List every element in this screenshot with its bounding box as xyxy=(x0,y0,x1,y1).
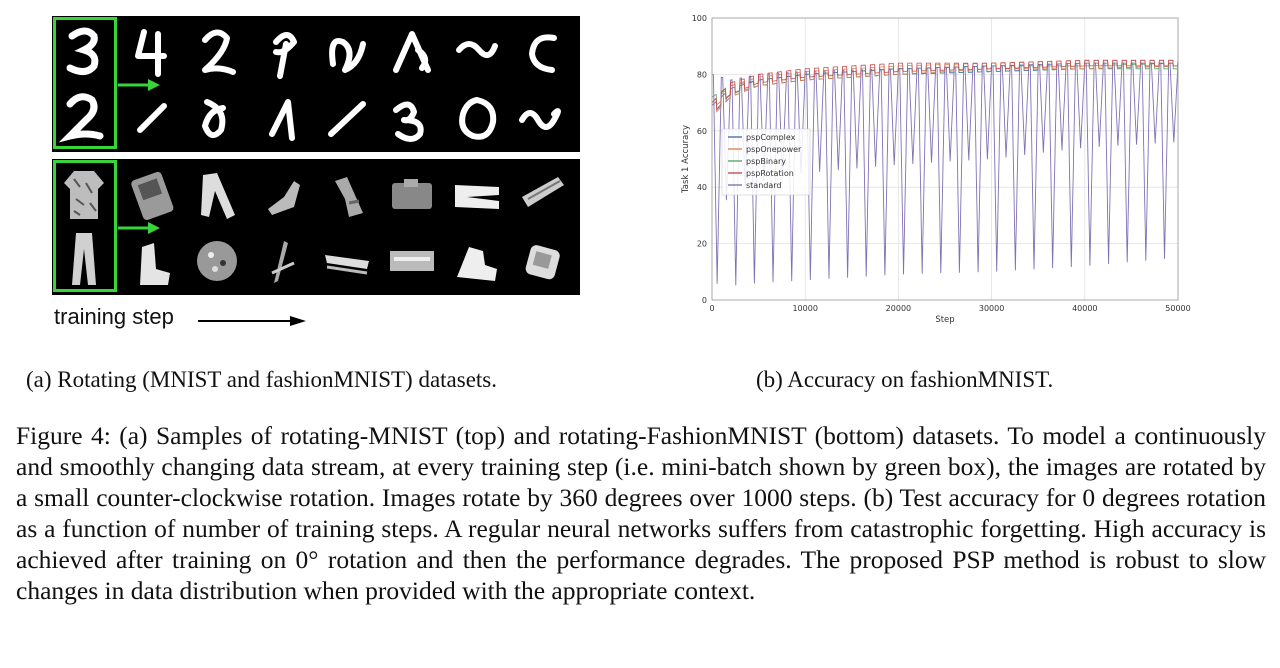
fashion-dress-sample xyxy=(64,171,104,219)
fashion-thumbnail xyxy=(124,167,180,223)
x-axis-label: Step xyxy=(935,315,954,325)
series-line-pspRotation xyxy=(711,59,1179,110)
chart-series xyxy=(711,59,1179,286)
fashion-thumbnail xyxy=(319,233,375,289)
mnist-thumbnail xyxy=(124,24,180,80)
mnist-thumbnail xyxy=(319,90,375,146)
y-tick-label: 100 xyxy=(692,14,707,23)
fashion-rotated-thumbnails xyxy=(118,159,580,295)
chart-legend: pspComplex pspOnepower pspBinary pspRotatio… xyxy=(721,128,811,196)
legend-entry: pspOnepower xyxy=(746,145,802,154)
green-arrow-icon xyxy=(118,79,160,91)
mnist-thumbnail xyxy=(124,90,180,146)
rotating-datasets-panel: training step xyxy=(52,16,580,332)
fashion-thumbnail xyxy=(449,233,505,289)
fashion-thumbnail xyxy=(189,167,245,223)
figure-caption-text: Figure 4: (a) Samples of rotating-MNIST … xyxy=(16,421,1266,605)
x-tick-label: 50000 xyxy=(1165,304,1190,313)
training-step-arrow-icon xyxy=(198,316,306,326)
plot-frame xyxy=(711,17,1179,301)
mnist-digit-sample xyxy=(58,93,104,143)
legend-entry: pspRotation xyxy=(746,169,794,178)
fashion-thumbnail xyxy=(384,233,440,289)
fashion-trousers-sample xyxy=(72,233,96,285)
current-minibatch-box xyxy=(53,17,117,149)
panel-a-caption: (a) Rotating (MNIST and fashionMNIST) da… xyxy=(26,367,497,392)
legend-entry: standard xyxy=(746,181,781,190)
legend-entry: pspBinary xyxy=(746,157,786,166)
mnist-thumbnail xyxy=(449,24,505,80)
mnist-rotated-thumbnails xyxy=(118,16,580,152)
y-tick-label: 20 xyxy=(697,240,707,249)
figure-caption: Figure 4: (a) Samples of rotating-MNIST … xyxy=(16,420,1266,606)
fashion-thumbnail xyxy=(319,167,375,223)
mnist-thumbnail xyxy=(189,24,245,80)
mnist-thumbnail xyxy=(384,90,440,146)
y-tick-label: 60 xyxy=(697,127,707,136)
fashion-thumbnail xyxy=(514,233,570,289)
y-tick-label: 40 xyxy=(697,183,707,192)
x-tick-label: 0 xyxy=(709,304,714,313)
panel-b-caption: (b) Accuracy on fashionMNIST. xyxy=(756,367,1054,392)
mnist-thumbnail xyxy=(514,24,570,80)
x-tick-label: 40000 xyxy=(1072,304,1097,313)
mnist-thumbnail xyxy=(384,24,440,80)
x-tick-label: 20000 xyxy=(886,304,911,313)
fashion-thumbnail xyxy=(189,233,245,289)
mnist-thumbnail xyxy=(449,90,505,146)
fashion-thumbnail xyxy=(254,167,310,223)
legend-entry: pspComplex xyxy=(746,133,796,142)
training-step-label: training step xyxy=(54,304,174,329)
current-minibatch-box xyxy=(53,160,117,292)
rotating-fashionmnist-samples xyxy=(52,159,580,295)
mnist-digit-sample xyxy=(66,27,99,75)
mnist-thumbnail xyxy=(189,90,245,146)
fashion-thumbnail xyxy=(514,167,570,223)
green-arrow-icon xyxy=(118,222,160,234)
accuracy-chart: 0 20 40 60 80 100 0 10000 20000 30000 40000 50000 S… xyxy=(681,14,1191,325)
rotating-mnist-samples xyxy=(52,16,580,152)
fashion-thumbnail xyxy=(449,167,505,223)
fashion-thumbnail xyxy=(124,233,180,289)
y-axis-label: Task 1 Accuracy xyxy=(681,125,691,194)
mnist-thumbnail xyxy=(514,90,570,146)
x-tick-label: 10000 xyxy=(792,304,817,313)
fashion-thumbnail xyxy=(254,233,310,289)
y-tick-label: 0 xyxy=(702,296,707,305)
mnist-thumbnail xyxy=(254,90,310,146)
legend-box xyxy=(721,128,811,196)
mnist-thumbnail xyxy=(319,24,375,80)
fashion-thumbnail xyxy=(384,167,440,223)
y-tick-label: 80 xyxy=(697,70,707,79)
axis-ticks: 0 20 40 60 80 100 0 10000 20000 30000 40000 50000 xyxy=(692,14,1191,313)
x-tick-label: 30000 xyxy=(979,304,1004,313)
mnist-thumbnail xyxy=(254,24,310,80)
